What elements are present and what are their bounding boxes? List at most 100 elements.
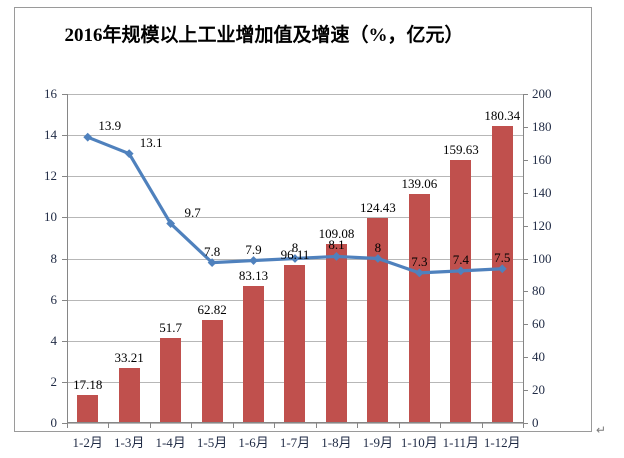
line-marker — [497, 264, 507, 274]
category-label: 1-11月 — [442, 435, 479, 450]
category-tick-mark — [440, 423, 441, 428]
line-value-label: 7.5 — [494, 249, 511, 265]
left-axis-tick-label: 0 — [50, 415, 58, 430]
bar — [450, 160, 471, 423]
line-value-label: 7.4 — [452, 251, 469, 267]
chart-frame: 2016年规模以上工业增加值及增速（%，亿元） 17.18 33.21 51.7 62… — [14, 7, 592, 450]
left-axis-tick-mark — [62, 135, 67, 136]
line-marker — [456, 266, 466, 276]
right-axis-tick-label: 180 — [532, 118, 552, 134]
category-label: 1-9月 — [362, 435, 394, 450]
right-axis-tick-mark — [523, 226, 528, 227]
right-axis-tick-label: 60 — [532, 316, 545, 332]
bar-value-label: 17.18 — [73, 376, 103, 392]
bar-value-label: 109.08 — [318, 225, 355, 241]
right-axis-tick-label: 120 — [532, 217, 552, 233]
line-value-label: 8 — [291, 239, 299, 255]
line-marker — [414, 268, 424, 278]
left-axis-tick-label: 12 — [44, 168, 57, 184]
bar — [284, 265, 305, 423]
gridline — [67, 423, 523, 424]
right-axis-tick-label: 0 — [532, 415, 539, 430]
category-tick-mark — [108, 423, 109, 428]
right-axis-tick-mark — [523, 94, 528, 95]
right-axis-tick-label: 100 — [532, 250, 552, 266]
left-axis-tick-mark — [62, 382, 67, 383]
category-tick-mark — [233, 423, 234, 428]
gridline — [67, 217, 523, 218]
category-label: 1-10月 — [400, 435, 438, 450]
bar — [119, 368, 140, 423]
line-value-label: 7.9 — [245, 241, 262, 257]
category-tick-mark — [67, 423, 68, 428]
bar-value-label: 51.7 — [159, 319, 182, 335]
line-marker — [373, 254, 383, 263]
left-axis-tick-label: 8 — [50, 250, 58, 266]
left-axis-line — [67, 94, 68, 423]
right-axis-tick-mark — [523, 324, 528, 325]
category-label: 1-8月 — [321, 435, 352, 450]
paragraph-mark-icon: ↵ — [596, 423, 607, 437]
right-axis-tick-label: 160 — [532, 151, 552, 167]
right-axis-tick-label: 80 — [532, 283, 545, 299]
category-label: 1-7月 — [279, 435, 311, 450]
category-tick-mark — [399, 423, 400, 428]
line-marker — [207, 258, 217, 268]
category-tick-mark — [191, 423, 192, 428]
left-axis-tick-label: 16 — [44, 86, 57, 101]
left-axis-tick-label: 6 — [50, 291, 58, 307]
right-axis-tick-mark — [523, 193, 528, 194]
bar — [367, 218, 388, 423]
category-label: 1-6月 — [238, 435, 269, 450]
line-marker — [249, 256, 258, 265]
line-series — [83, 132, 507, 278]
line-value-label: 13.1 — [139, 134, 163, 150]
right-axis-line — [523, 94, 524, 423]
bar-value-label: 124.43 — [360, 200, 396, 216]
plot-area — [67, 94, 524, 424]
category-tick-mark — [274, 423, 275, 428]
left-axis-tick-mark — [62, 176, 67, 177]
line-value-label: 8 — [374, 239, 382, 255]
category-tick-mark — [150, 423, 151, 428]
bar-value-label: 180.34 — [484, 108, 521, 124]
line-value-label: 7.8 — [203, 243, 221, 259]
bar — [202, 320, 223, 423]
gridline — [67, 135, 523, 136]
right-axis-tick-mark — [523, 127, 528, 128]
line-marker — [124, 149, 134, 159]
line-value-label: 8.1 — [328, 237, 345, 253]
bar-value-label: 139.06 — [401, 176, 438, 192]
line-value-label: 9.7 — [184, 204, 201, 220]
line-marker — [332, 252, 341, 261]
gridline — [67, 94, 523, 95]
left-axis-tick-label: 14 — [44, 127, 57, 143]
left-axis-tick-mark — [62, 217, 67, 218]
bar-value-label: 159.63 — [442, 142, 479, 158]
left-axis-tick-mark — [62, 341, 67, 342]
category-axis-line — [67, 422, 523, 423]
right-axis-tick-mark — [523, 160, 528, 161]
bar-value-label: 83.13 — [238, 268, 269, 284]
right-axis-tick-label: 200 — [532, 86, 552, 101]
left-axis-tick-label: 2 — [50, 373, 58, 389]
category-tick-mark — [482, 423, 483, 428]
right-axis-tick-mark — [523, 390, 528, 391]
right-axis-tick-label: 40 — [532, 349, 545, 365]
bar-value-label: 96.11 — [280, 246, 310, 262]
bar — [326, 244, 347, 423]
right-axis-tick-mark — [523, 291, 528, 292]
right-axis-tick-mark — [523, 357, 528, 358]
left-axis-tick-mark — [62, 423, 67, 424]
bar — [409, 194, 430, 423]
category-label: 1-12月 — [483, 435, 521, 450]
bar-value-label: 33.21 — [114, 350, 144, 366]
left-axis-tick-mark — [62, 300, 67, 301]
left-axis-tick-label: 10 — [44, 209, 57, 225]
line-value-label: 7.3 — [411, 253, 428, 269]
right-axis-tick-label: 140 — [532, 184, 552, 200]
bar — [492, 126, 513, 423]
category-label: 1-3月 — [114, 435, 145, 450]
right-axis-tick-mark — [523, 259, 528, 260]
bar-value-label: 62.82 — [197, 301, 227, 317]
